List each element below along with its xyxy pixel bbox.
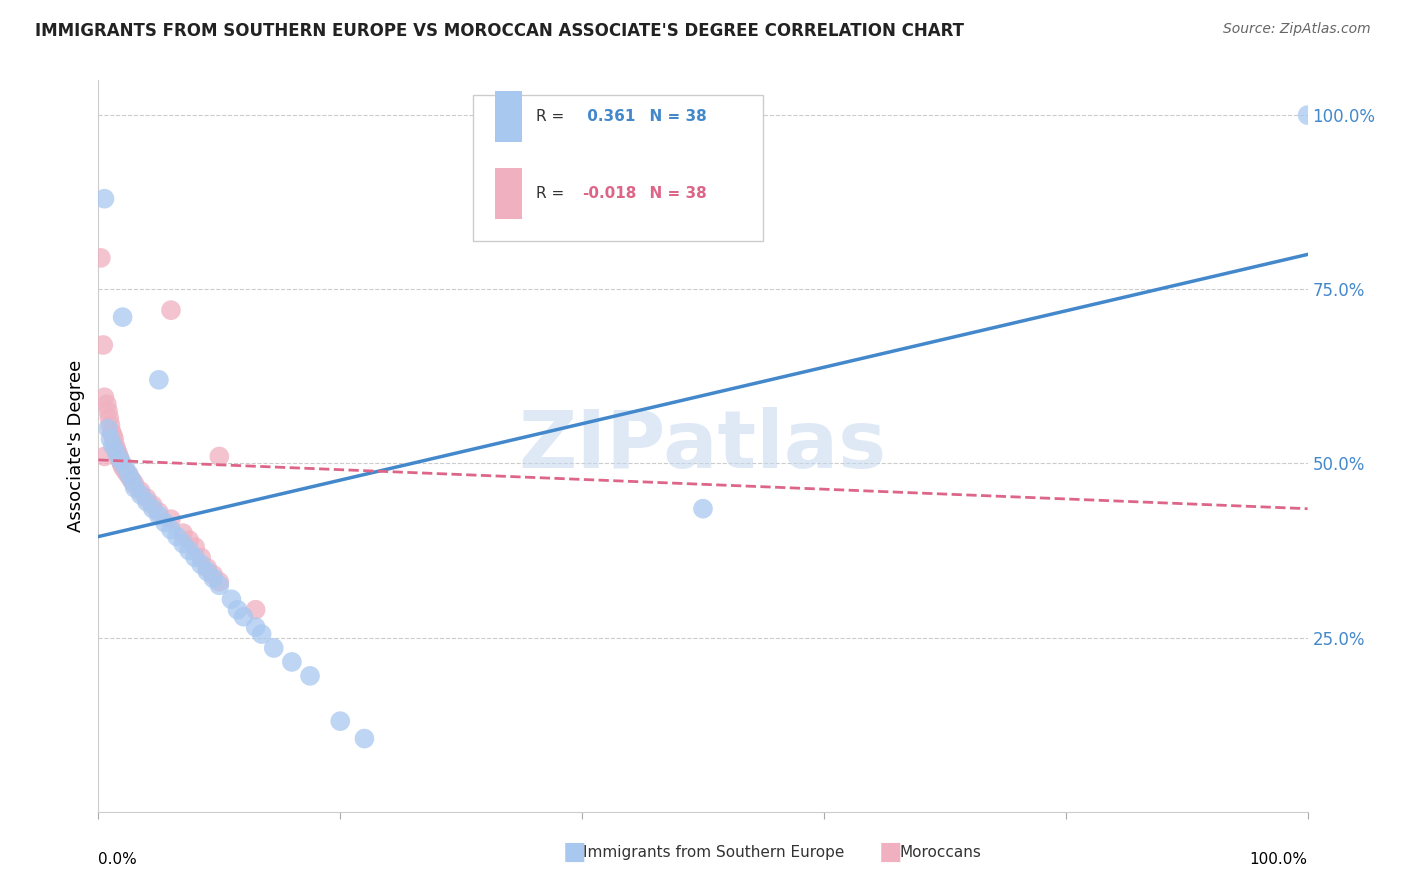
Text: N = 38: N = 38 — [638, 110, 707, 124]
Point — [353, 731, 375, 746]
Point — [172, 536, 194, 550]
Point — [245, 620, 267, 634]
Point — [118, 470, 141, 484]
Point — [299, 669, 322, 683]
Point — [111, 310, 134, 325]
Point — [107, 446, 129, 460]
Point — [104, 439, 127, 453]
Text: 0.0%: 0.0% — [98, 852, 138, 867]
Point — [148, 505, 170, 519]
Point — [108, 453, 131, 467]
Point — [98, 411, 121, 425]
Point — [263, 640, 285, 655]
Point — [160, 523, 183, 537]
Point — [121, 474, 143, 488]
Point — [117, 467, 139, 481]
Point — [184, 550, 207, 565]
Point — [160, 303, 183, 318]
Y-axis label: Associate's Degree: Associate's Degree — [66, 359, 84, 533]
Text: N = 38: N = 38 — [638, 186, 707, 202]
Point — [179, 543, 201, 558]
Text: ■: ■ — [562, 839, 586, 863]
Text: R =: R = — [536, 110, 569, 124]
FancyBboxPatch shape — [495, 168, 522, 219]
Text: -0.018: -0.018 — [582, 186, 637, 202]
Point — [111, 459, 134, 474]
Point — [692, 501, 714, 516]
Point — [281, 655, 304, 669]
Point — [90, 251, 112, 265]
Point — [329, 714, 352, 728]
Point — [97, 421, 120, 435]
Point — [208, 574, 231, 589]
Point — [179, 533, 201, 547]
Point — [129, 484, 152, 499]
Point — [93, 390, 115, 404]
Point — [245, 603, 267, 617]
Point — [190, 558, 212, 572]
Point — [166, 530, 188, 544]
Point — [221, 592, 243, 607]
Point — [108, 453, 131, 467]
Point — [124, 477, 146, 491]
FancyBboxPatch shape — [495, 91, 522, 143]
Text: R =: R = — [536, 186, 569, 202]
Text: ■: ■ — [879, 839, 903, 863]
FancyBboxPatch shape — [474, 95, 763, 241]
Point — [184, 540, 207, 554]
Point — [148, 508, 170, 523]
Point — [121, 474, 143, 488]
Point — [232, 609, 254, 624]
Point — [142, 501, 165, 516]
Point — [250, 627, 273, 641]
Point — [101, 428, 124, 442]
Text: ZIPatlas: ZIPatlas — [519, 407, 887, 485]
Point — [1296, 108, 1319, 122]
Point — [153, 516, 176, 530]
Point — [96, 397, 118, 411]
Point — [105, 446, 128, 460]
Point — [202, 567, 225, 582]
Point — [208, 578, 231, 592]
Point — [108, 450, 131, 464]
Text: 100.0%: 100.0% — [1250, 852, 1308, 867]
Point — [208, 450, 231, 464]
Point — [124, 481, 146, 495]
Point — [135, 491, 157, 506]
Point — [135, 494, 157, 508]
Text: Moroccans: Moroccans — [900, 845, 981, 860]
Point — [100, 432, 122, 446]
Point — [148, 373, 170, 387]
Point — [100, 418, 122, 433]
Point — [100, 425, 122, 439]
Point — [195, 565, 218, 579]
Point — [93, 192, 115, 206]
Point — [114, 459, 136, 474]
Point — [101, 439, 124, 453]
Point — [129, 488, 152, 502]
Point — [172, 526, 194, 541]
Point — [226, 603, 249, 617]
Point — [93, 450, 115, 464]
Text: 0.361: 0.361 — [582, 110, 636, 124]
Point — [202, 571, 225, 585]
Point — [118, 467, 141, 481]
Point — [105, 442, 128, 457]
Point — [195, 561, 218, 575]
Point — [97, 404, 120, 418]
Text: IMMIGRANTS FROM SOUTHERN EUROPE VS MOROCCAN ASSOCIATE'S DEGREE CORRELATION CHART: IMMIGRANTS FROM SOUTHERN EUROPE VS MOROC… — [35, 22, 965, 40]
Point — [103, 432, 125, 446]
Point — [142, 498, 165, 512]
Point — [160, 512, 183, 526]
Point — [91, 338, 114, 352]
Point — [190, 550, 212, 565]
Point — [110, 457, 132, 471]
Point — [114, 463, 136, 477]
Text: Immigrants from Southern Europe: Immigrants from Southern Europe — [583, 845, 845, 860]
Text: Source: ZipAtlas.com: Source: ZipAtlas.com — [1223, 22, 1371, 37]
